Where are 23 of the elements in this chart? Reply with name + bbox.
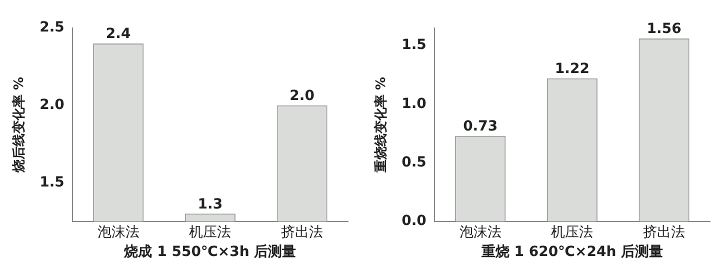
data-label: 2.0: [290, 88, 315, 104]
x-tick-label: 挤出法: [643, 224, 686, 240]
y-tick-label: 2.0: [40, 97, 65, 113]
x-tick-label: 挤出法: [281, 224, 324, 240]
y-tick-label: 0.0: [402, 213, 427, 230]
y-tick-label: 1.5: [40, 174, 64, 190]
x-tick-label: 泡沫法: [97, 224, 140, 240]
data-label: 1.56: [646, 21, 682, 38]
data-label: 1.22: [554, 61, 590, 78]
y-tick-label: 1.5: [402, 37, 426, 54]
y-axis-title: 重烧线变化率 %: [373, 76, 390, 174]
x-tick-label: 机压法: [551, 224, 594, 240]
y-tick-label: 1.0: [402, 96, 427, 112]
y-tick-label: 2.5: [40, 20, 64, 36]
data-label: 2.4: [106, 26, 131, 42]
y-axis-title: 烧后线变化率 %: [11, 76, 28, 174]
data-label: 0.73: [463, 118, 498, 134]
x-tick-label: 机压法: [189, 224, 232, 240]
data-label: 1.3: [198, 196, 223, 212]
x-tick-label: 泡沫法: [459, 224, 502, 240]
x-axis-title: 重烧 1 620℃×24h 后测量: [480, 243, 664, 260]
y-tick-label: 0.5: [402, 154, 426, 170]
x-axis-title: 烧成 1 550℃×3h 后测量: [123, 243, 296, 260]
